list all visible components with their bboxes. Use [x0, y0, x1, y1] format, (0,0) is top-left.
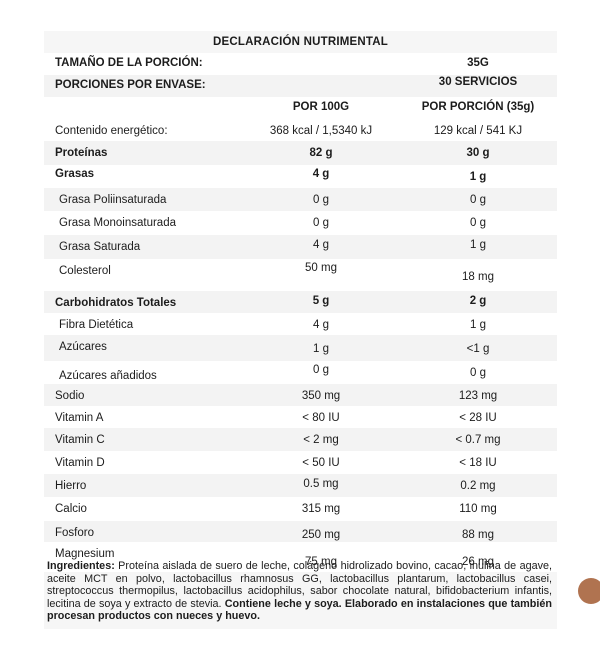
value-per-100g: 350 mg	[301, 390, 341, 402]
value-per-serving: 1 g	[469, 171, 487, 183]
nutrient-label: Fibra Dietética	[59, 319, 134, 331]
serving-size-row: TAMAÑO DE LA PORCIÓN: 35G	[44, 53, 557, 75]
nutrient-row: Hierro 0.5 mg 0.2 mg	[44, 474, 557, 497]
value-per-100g: 4 g	[312, 168, 330, 180]
nutrient-label: Calcio	[55, 503, 87, 515]
value-per-serving: 110 mg	[459, 503, 497, 515]
nutrient-row: Vitamin A < 80 IU < 28 IU	[44, 406, 557, 428]
value-per-serving: < 0.7 mg	[455, 434, 501, 446]
nutrient-label: Vitamin C	[55, 434, 105, 446]
nutrient-row: Fosforo 250 mg 88 mg	[44, 521, 557, 542]
nutrient-label: Hierro	[55, 480, 87, 492]
value-per-100g: < 50 IU	[302, 457, 340, 469]
nutrient-row: Vitamin D < 50 IU < 18 IU	[44, 451, 557, 474]
value-per-100g: 1 g	[313, 343, 329, 355]
value-per-100g: 75 mg	[305, 556, 337, 568]
nutrient-label: Grasa Saturada	[59, 241, 141, 253]
nutrient-row: Sodio 350 mg 123 mg	[44, 384, 557, 406]
servings-per-pack-row: PORCIONES POR ENVASE: 30 SERVICIOS	[44, 75, 557, 97]
value-per-serving: 18 mg	[462, 271, 494, 283]
nutrient-row: Azúcares añadidos 0 g 0 g	[44, 361, 557, 384]
nutrient-label: Grasa Poliinsaturada	[59, 194, 167, 206]
value-per-serving: 0.2 mg	[460, 480, 496, 492]
nutrition-facts-panel: DECLARACIÓN NUTRIMENTAL TAMAÑO DE LA POR…	[44, 31, 557, 629]
value-per-100g: 4 g	[313, 319, 329, 331]
value-per-serving: 88 mg	[462, 529, 494, 541]
allergen-statement: Contiene leche y soya. Elaborado en inst…	[47, 597, 552, 623]
serving-size-label: TAMAÑO DE LA PORCIÓN:	[55, 57, 203, 69]
nutrient-row: Fibra Dietética 4 g 1 g	[44, 313, 557, 335]
nutrient-label: Colesterol	[59, 265, 111, 277]
nutrient-row: Proteínas 82 g 30 g	[44, 141, 557, 165]
nutrient-label: Grasa Monoinsaturada	[59, 217, 176, 229]
nutrient-label: Vitamin A	[55, 412, 104, 424]
value-per-serving: 123 mg	[458, 390, 498, 402]
value-per-100g: 0.5 mg	[303, 478, 339, 490]
nutrient-row: Contenido energético: 368 kcal / 1,5340 k…	[44, 119, 557, 141]
value-per-serving: 0 g	[470, 217, 486, 229]
value-per-serving: 0 g	[470, 367, 486, 379]
value-per-100g: 368 kcal / 1,5340 kJ	[269, 125, 373, 137]
nutrient-label: Fosforo	[55, 527, 94, 539]
value-per-serving: < 28 IU	[459, 412, 497, 424]
nutrient-row: Colesterol 50 mg 18 mg	[44, 259, 557, 291]
nutrient-row: Vitamin C < 2 mg < 0.7 mg	[44, 428, 557, 451]
value-per-serving: 26 mg	[462, 556, 494, 568]
nutrient-row: Grasa Poliinsaturada 0 g 0 g	[44, 188, 557, 211]
nutrient-row: Grasa Saturada 4 g 1 g	[44, 235, 557, 259]
value-per-100g: < 2 mg	[303, 434, 339, 446]
value-per-serving: 0 g	[470, 194, 486, 206]
nutrient-row: Grasa Monoinsaturada 0 g 0 g	[44, 211, 557, 235]
value-per-100g: 4 g	[313, 239, 329, 251]
value-per-serving: < 18 IU	[459, 457, 497, 469]
panel-title: DECLARACIÓN NUTRIMENTAL	[213, 36, 388, 48]
ingredients-list: Proteína aislada de suero de leche, colá…	[47, 560, 552, 610]
value-per-100g: < 80 IU	[302, 412, 340, 424]
column-header-row: POR 100G POR PORCIÓN (35g)	[44, 97, 557, 119]
value-per-100g: 0 g	[313, 217, 329, 229]
value-per-100g: 0 g	[313, 364, 329, 376]
nutrient-label: Proteínas	[55, 147, 108, 159]
nutrient-label: Azúcares añadidos	[59, 370, 157, 382]
nutrient-label: Carbohidratos Totales	[55, 297, 177, 309]
brand-dot	[578, 578, 600, 604]
value-per-serving: <1 g	[466, 343, 490, 355]
value-per-100g: 250 mg	[301, 529, 341, 541]
servings-per-pack-label: PORCIONES POR ENVASE:	[55, 79, 206, 91]
value-per-serving: 2 g	[469, 295, 487, 307]
serving-size-value: 35G	[467, 57, 489, 69]
nutrient-label: Grasas	[55, 168, 95, 180]
header-per-serving: POR PORCIÓN (35g)	[421, 101, 535, 113]
nutrient-row: Grasas 4 g 1 g	[44, 165, 557, 188]
value-per-100g: 50 mg	[305, 262, 337, 274]
ingredients-text: Ingredientes: Proteína aislada de suero …	[47, 560, 552, 623]
nutrient-row: Carbohidratos Totales 5 g 2 g	[44, 291, 557, 313]
nutrient-row: Magnesium 75 mg 26 mg	[44, 542, 557, 572]
value-per-100g: 0 g	[313, 194, 329, 206]
ingredients-label: Ingredientes:	[47, 560, 115, 572]
value-per-serving: 1 g	[470, 239, 486, 251]
nutrient-row: Azúcares 1 g <1 g	[44, 335, 557, 361]
nutrient-label: Magnesium	[55, 548, 115, 560]
value-per-100g: 5 g	[312, 295, 330, 307]
nutrient-label: Vitamin D	[55, 457, 105, 469]
servings-per-pack-value: 30 SERVICIOS	[438, 76, 518, 88]
value-per-serving: 1 g	[470, 319, 486, 331]
header-per-100g: POR 100G	[292, 101, 350, 113]
value-per-100g: 82 g	[309, 147, 333, 159]
value-per-serving: 129 kcal / 541 KJ	[433, 125, 523, 137]
value-per-100g: 315 mg	[301, 503, 341, 515]
nutrient-label: Azúcares	[59, 341, 107, 353]
nutrient-label: Sodio	[55, 390, 85, 402]
value-per-serving: 30 g	[466, 147, 490, 159]
nutrient-label: Contenido energético:	[55, 125, 168, 137]
nutrient-row: Calcio 315 mg 110 mg	[44, 497, 557, 521]
